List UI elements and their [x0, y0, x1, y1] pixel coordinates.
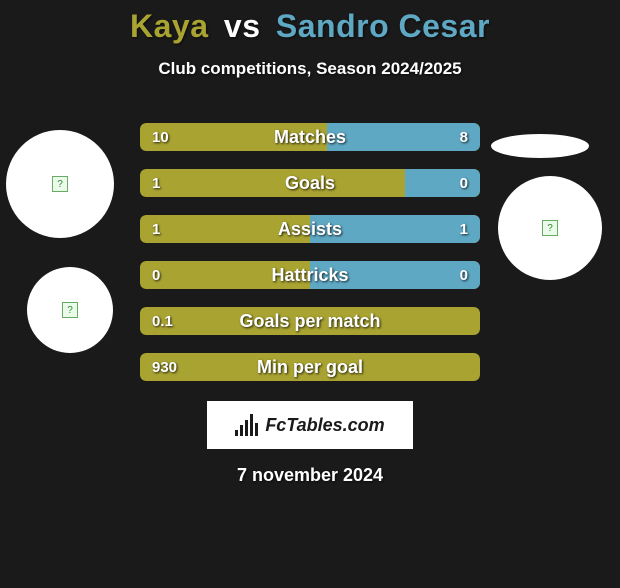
- bar-chart-icon: [235, 414, 259, 436]
- subtitle: Club competitions, Season 2024/2025: [0, 59, 620, 79]
- stat-bar-track: [140, 307, 480, 335]
- image-placeholder-icon: ?: [542, 220, 558, 236]
- stat-row: 00Hattricks: [140, 261, 480, 289]
- stat-row: 0.1Goals per match: [140, 307, 480, 335]
- stats-container: 108Matches 10Goals 11Assists 00Hattricks 0.1…: [140, 123, 480, 381]
- fctables-logo-text: FcTables.com: [265, 415, 384, 436]
- stat-row: 11Assists: [140, 215, 480, 243]
- stat-bar-right: [310, 215, 480, 243]
- stat-row: 10Goals: [140, 169, 480, 197]
- player2-name: Sandro Cesar: [276, 8, 490, 44]
- footer-date: 7 november 2024: [0, 465, 620, 486]
- player1-avatar-small: ?: [27, 267, 113, 353]
- stat-bar-right: [310, 261, 480, 289]
- vs-separator: vs: [224, 8, 261, 44]
- stat-bar-right: [327, 123, 480, 151]
- image-placeholder-icon: ?: [52, 176, 68, 192]
- player1-name: Kaya: [130, 8, 209, 44]
- player2-avatar-ellipse: [491, 134, 589, 158]
- stat-bar-right: [405, 169, 480, 197]
- player1-avatar-large: ?: [6, 130, 114, 238]
- image-placeholder-icon: ?: [62, 302, 78, 318]
- stat-row: 930Min per goal: [140, 353, 480, 381]
- stat-row: 108Matches: [140, 123, 480, 151]
- fctables-logo: FcTables.com: [207, 401, 413, 449]
- stat-bar-track: [140, 353, 480, 381]
- player2-avatar: ?: [498, 176, 602, 280]
- comparison-title: Kaya vs Sandro Cesar: [0, 8, 620, 45]
